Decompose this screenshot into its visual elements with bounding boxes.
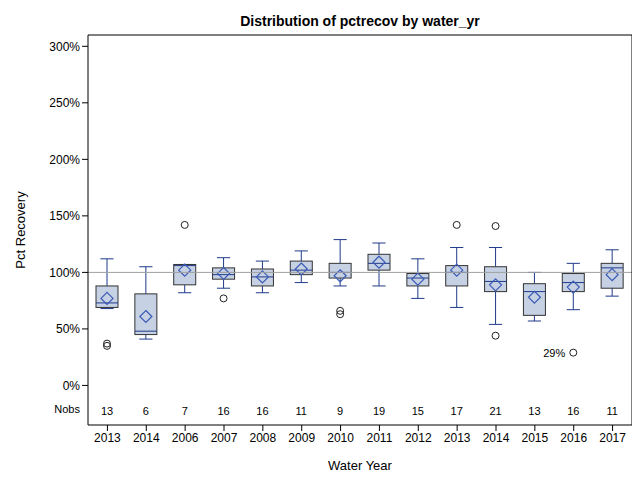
- svg-text:300%: 300%: [49, 40, 80, 54]
- svg-text:16: 16: [217, 405, 229, 417]
- svg-text:2014: 2014: [483, 431, 510, 445]
- svg-text:13: 13: [101, 405, 113, 417]
- svg-text:2017: 2017: [599, 431, 626, 445]
- svg-text:16: 16: [567, 405, 579, 417]
- svg-text:17: 17: [451, 405, 463, 417]
- svg-text:Pct Recovery: Pct Recovery: [13, 191, 28, 269]
- svg-text:2010: 2010: [327, 431, 354, 445]
- svg-text:2007: 2007: [211, 431, 238, 445]
- svg-text:200%: 200%: [49, 153, 80, 167]
- svg-text:9: 9: [337, 405, 343, 417]
- svg-text:2014: 2014: [133, 431, 160, 445]
- svg-text:2015: 2015: [522, 431, 549, 445]
- svg-text:150%: 150%: [49, 209, 80, 223]
- svg-text:Water Year: Water Year: [328, 458, 393, 472]
- html-text:Distribution of pctrecov by wa: Distribution of pctrecov by water_yr: [240, 13, 480, 29]
- svg-text:2008: 2008: [250, 431, 277, 445]
- svg-text:6: 6: [143, 405, 149, 417]
- svg-text:16: 16: [256, 405, 268, 417]
- svg-text:11: 11: [296, 405, 307, 417]
- svg-text:2009: 2009: [288, 431, 315, 445]
- svg-text:100%: 100%: [49, 266, 80, 280]
- svg-text:250%: 250%: [49, 96, 80, 110]
- svg-text:2011: 2011: [367, 431, 393, 445]
- svg-text:13: 13: [528, 405, 540, 417]
- svg-text:19: 19: [373, 405, 385, 417]
- svg-text:7: 7: [182, 405, 188, 417]
- svg-text:11: 11: [606, 405, 617, 417]
- svg-text:2016: 2016: [560, 431, 587, 445]
- svg-text:50%: 50%: [56, 322, 80, 336]
- svg-text:2013: 2013: [94, 431, 121, 445]
- svg-text:0%: 0%: [63, 379, 81, 393]
- svg-text:21: 21: [489, 405, 501, 417]
- html-text:Nobs: Nobs: [54, 403, 80, 415]
- svg-text:15: 15: [412, 405, 424, 417]
- svg-text:2013: 2013: [444, 431, 471, 445]
- svg-text:29%: 29%: [543, 347, 565, 359]
- svg-text:2006: 2006: [172, 431, 199, 445]
- svg-text:2012: 2012: [405, 431, 432, 445]
